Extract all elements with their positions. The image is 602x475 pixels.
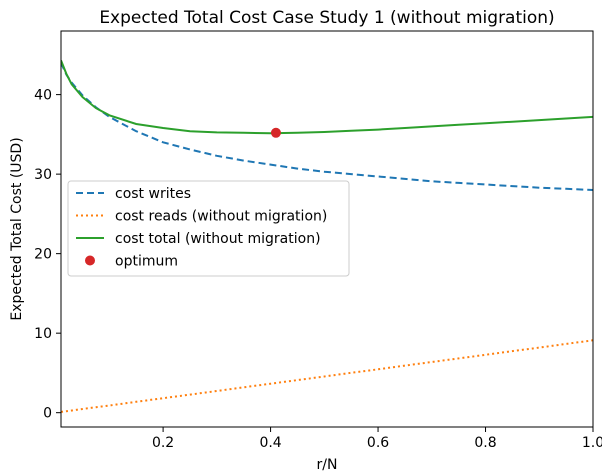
x-axis-label: r/N [317,457,338,473]
legend-label-cost-reads-without-migration: cost reads (without migration) [115,209,327,225]
legend-box [67,180,350,277]
x-tick-label: 0.8 [474,435,496,451]
legend-label-cost-total-without-migration: cost total (without migration) [115,231,321,247]
series-line-cost-writes [61,62,593,191]
y-tick-label: 40 [34,88,52,104]
y-tick-label: 20 [34,247,52,263]
y-axis-label: Expected Total Cost (USD) [9,137,25,320]
axis-ticks: 0.2 0.4 0.6 0.8 1.0 0 10 20 30 40 [34,88,602,451]
legend: cost writes cost reads (without migration… [67,180,350,277]
legend-label-optimum: optimum [115,254,178,270]
legend-label-cost-writes: cost writes [115,186,191,202]
y-tick-label: 10 [34,326,52,342]
x-tick-label: 0.6 [367,435,389,451]
plot-frame [60,30,594,428]
y-tick-label: 30 [34,167,52,183]
legend-swatch-optimum [85,255,95,266]
x-tick-label: 1.0 [582,435,602,451]
plot-area [61,60,593,413]
series-line-cost-total-without-migration [61,60,593,135]
optimum-point [270,127,281,138]
x-tick-label: 0.2 [152,435,174,451]
series-line-cost-reads-without-migration [61,339,593,413]
x-tick-label: 0.4 [259,435,281,451]
chart-title: Expected Total Cost Case Study 1 (withou… [99,8,554,28]
y-tick-label: 0 [43,406,52,422]
